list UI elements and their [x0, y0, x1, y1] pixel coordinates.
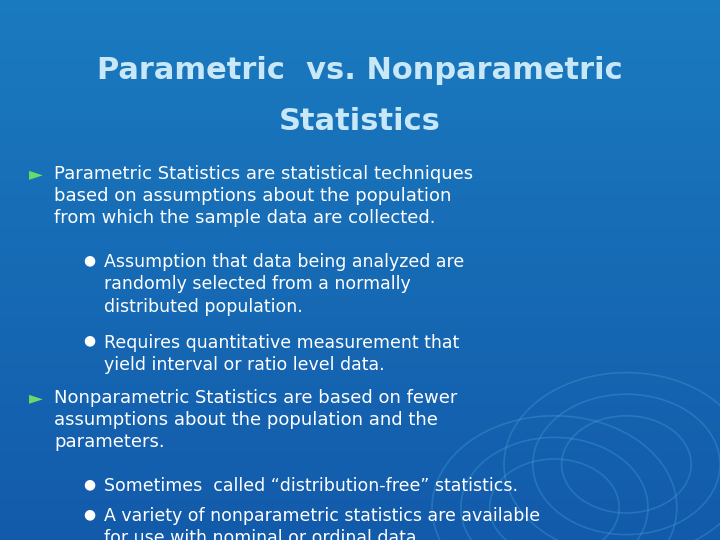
Bar: [0, 141, 720, 149]
Bar: [0, 256, 720, 263]
Bar: [0, 94, 720, 102]
Bar: [0, 222, 720, 230]
Bar: [0, 519, 720, 526]
Bar: [0, 310, 720, 317]
Bar: [0, 168, 720, 176]
Text: Nonparametric Statistics are based on fewer
assumptions about the population and: Nonparametric Statistics are based on fe…: [54, 389, 457, 451]
Bar: [0, 209, 720, 216]
Text: Assumption that data being analyzed are
randomly selected from a normally
distri: Assumption that data being analyzed are …: [104, 253, 464, 316]
Bar: [0, 33, 720, 40]
Bar: [0, 74, 720, 81]
Bar: [0, 317, 720, 324]
Bar: [0, 202, 720, 209]
Bar: [0, 6, 720, 14]
Bar: [0, 135, 720, 141]
Bar: [0, 384, 720, 391]
Bar: [0, 493, 720, 500]
Bar: [0, 405, 720, 411]
Bar: [0, 372, 720, 378]
Bar: [0, 47, 720, 54]
Bar: [0, 60, 720, 68]
Text: ●: ●: [83, 253, 95, 267]
Bar: [0, 291, 720, 297]
Bar: [0, 148, 720, 156]
Bar: [0, 351, 720, 357]
Bar: [0, 81, 720, 87]
Bar: [0, 459, 720, 465]
Bar: [0, 507, 720, 513]
Bar: [0, 27, 720, 33]
Bar: [0, 122, 720, 128]
Bar: [0, 276, 720, 284]
Bar: [0, 418, 720, 426]
Bar: [0, 108, 720, 115]
Bar: [0, 432, 720, 438]
Bar: [0, 345, 720, 351]
Bar: [0, 297, 720, 303]
Bar: [0, 176, 720, 183]
Text: ●: ●: [83, 334, 95, 348]
Bar: [0, 68, 720, 74]
Bar: [0, 0, 720, 6]
Bar: [0, 54, 720, 60]
Text: Sometimes  called “distribution-free” statistics.: Sometimes called “distribution-free” sta…: [104, 477, 518, 495]
Bar: [0, 115, 720, 122]
Bar: [0, 364, 720, 372]
Bar: [0, 399, 720, 405]
Bar: [0, 446, 720, 453]
Bar: [0, 263, 720, 270]
Bar: [0, 243, 720, 249]
Bar: [0, 500, 720, 507]
Bar: [0, 438, 720, 445]
Bar: [0, 378, 720, 384]
Text: ●: ●: [83, 477, 95, 491]
Bar: [0, 237, 720, 243]
Bar: [0, 162, 720, 168]
Text: Parametric  vs. Nonparametric: Parametric vs. Nonparametric: [97, 56, 623, 85]
Bar: [0, 358, 720, 365]
Text: Statistics: Statistics: [279, 107, 441, 136]
Bar: [0, 465, 720, 472]
Bar: [0, 189, 720, 195]
Bar: [0, 87, 720, 94]
Bar: [0, 526, 720, 534]
Bar: [0, 303, 720, 310]
Bar: [0, 411, 720, 418]
Bar: [0, 40, 720, 47]
Bar: [0, 426, 720, 432]
Text: Parametric Statistics are statistical techniques
based on assumptions about the : Parametric Statistics are statistical te…: [54, 165, 473, 227]
Bar: [0, 249, 720, 256]
Bar: [0, 156, 720, 162]
Bar: [0, 338, 720, 345]
Bar: [0, 513, 720, 519]
Bar: [0, 472, 720, 480]
Bar: [0, 284, 720, 291]
Text: Requires quantitative measurement that
yield interval or ratio level data.: Requires quantitative measurement that y…: [104, 334, 459, 374]
Bar: [0, 452, 720, 459]
Bar: [0, 270, 720, 276]
Bar: [0, 480, 720, 486]
Text: ►: ►: [29, 165, 42, 183]
Bar: [0, 102, 720, 108]
Bar: [0, 534, 720, 540]
Bar: [0, 195, 720, 202]
Text: A variety of nonparametric statistics are available
for use with nominal or ordi: A variety of nonparametric statistics ar…: [104, 507, 541, 540]
Bar: [0, 330, 720, 338]
Bar: [0, 392, 720, 399]
Bar: [0, 230, 720, 237]
Bar: [0, 183, 720, 189]
Bar: [0, 14, 720, 20]
Bar: [0, 486, 720, 492]
Text: ►: ►: [29, 389, 42, 407]
Bar: [0, 20, 720, 27]
Bar: [0, 216, 720, 222]
Bar: [0, 128, 720, 135]
Text: ●: ●: [83, 507, 95, 521]
Bar: [0, 324, 720, 330]
